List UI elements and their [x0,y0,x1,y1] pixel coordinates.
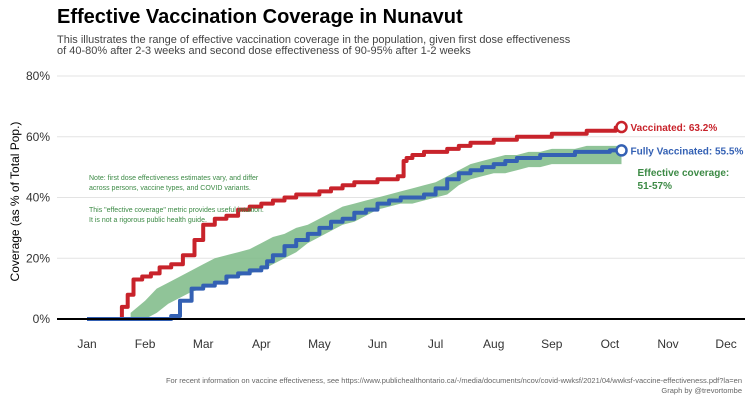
effective-coverage-band [130,145,622,319]
subtitle-line-1: This illustrates the range of effective … [57,34,571,46]
x-tick-label: Sep [541,337,563,351]
y-tick-label: 0% [33,312,51,326]
note-line-1: Note: first dose effectiveness estimates… [89,175,259,182]
x-tick-label: Jul [428,337,443,351]
vaccinated-end-marker [615,120,628,134]
footer-credit: Graph by @trevortombe [661,386,742,395]
y-tick-label: 60% [26,130,50,144]
note-line-4: It is not a rigorous public health guide… [89,217,207,224]
chart-title: Effective Vaccination Coverage in Nunavu… [57,6,463,28]
x-tick-label: Apr [252,337,271,351]
x-tick-label: Feb [135,337,156,351]
note-line-3: This "effective coverage" metric provide… [89,207,264,214]
effective-coverage-area [130,145,622,319]
chart-note: Note: first dose effectiveness estimates… [89,175,264,224]
series-lines [87,120,628,321]
y-tick-label: 40% [26,191,50,205]
fully-vaccinated-end-marker [615,144,628,157]
fully-vaccinated-label: Fully Vaccinated: 55.5% [631,146,744,157]
y-tick-label: 20% [26,251,50,265]
x-tick-label: Dec [715,337,736,351]
axes: 0% 20% 40% 60% 80% Jan Feb Mar Apr May Jun Jul Aug Se… [8,69,745,351]
x-tick-label: Oct [601,337,620,351]
x-tick-label: Jan [77,337,96,351]
vaccinated-line [87,125,624,321]
vaccinated-label: Vaccinated: 63.2% [631,123,718,134]
x-tick-label: Nov [657,337,678,351]
x-tick-label: Mar [193,337,214,351]
x-tick-label: May [308,337,331,351]
footer-source: For recent information on vaccine effect… [165,376,742,385]
note-line-2: across persons, vaccine types, and COVID… [89,185,251,192]
y-axis-title: Coverage (as % of Total Pop.) [8,122,22,282]
x-tick-label: Aug [483,337,504,351]
series-labels: Vaccinated: 63.2% Fully Vaccinated: 55.5%… [631,123,744,192]
subtitle-line-2: of 40-80% after 2-3 weeks and second dos… [57,45,471,57]
effective-coverage-range: 51-57% [638,181,673,192]
effective-coverage-label: Effective coverage: [638,168,730,179]
x-tick-label: Jun [368,337,387,351]
y-tick-label: 80% [26,69,50,83]
fully-vaccinated-line [87,148,622,321]
